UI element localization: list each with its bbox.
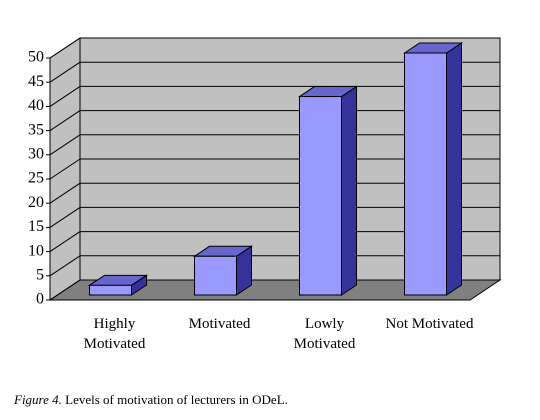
x-tick-label: Highly Motivated	[83, 316, 146, 352]
x-tick-label: Not Motivated	[385, 316, 474, 332]
y-tick-label: 20	[28, 194, 44, 211]
caption-label: Figure 4.	[14, 392, 62, 407]
y-tick-label: 30	[28, 145, 44, 162]
grid-line	[49, 255, 81, 277]
x-tick-label: Lowly Motivated	[293, 316, 356, 352]
y-tick-label: 25	[28, 170, 44, 187]
y-tick-label: 15	[28, 218, 44, 235]
grid-line	[49, 110, 81, 132]
grid-line	[49, 134, 81, 156]
grid-line	[49, 85, 81, 107]
grid-line	[49, 206, 81, 228]
y-tick-label: 10	[28, 242, 44, 259]
chart: 0 5 10 15 20 25 30 35 40 45 50	[28, 37, 502, 308]
bar-side	[446, 42, 462, 296]
bar	[194, 255, 237, 296]
bar-side	[341, 85, 357, 296]
y-tick-label: 5	[36, 266, 44, 283]
y-tick-label: 40	[28, 97, 44, 114]
bar	[299, 96, 342, 296]
y-tick-label: 50	[28, 49, 44, 66]
grid-line	[49, 37, 81, 59]
x-tick-label: Motivated	[188, 316, 251, 332]
y-tick-label: 35	[28, 121, 44, 138]
grid-line	[49, 158, 81, 180]
grid-line	[49, 231, 81, 253]
grid-line	[49, 182, 81, 204]
bar	[89, 284, 132, 296]
bar	[404, 52, 447, 296]
grid-line	[49, 279, 81, 301]
caption: Figure 4. Levels of motivation of lectur…	[14, 392, 288, 408]
y-tick-label: 45	[28, 73, 44, 90]
y-tick-label: 0	[36, 291, 44, 308]
grid-line	[49, 61, 81, 83]
caption-text: Levels of motivation of lecturers in ODe…	[65, 392, 288, 407]
